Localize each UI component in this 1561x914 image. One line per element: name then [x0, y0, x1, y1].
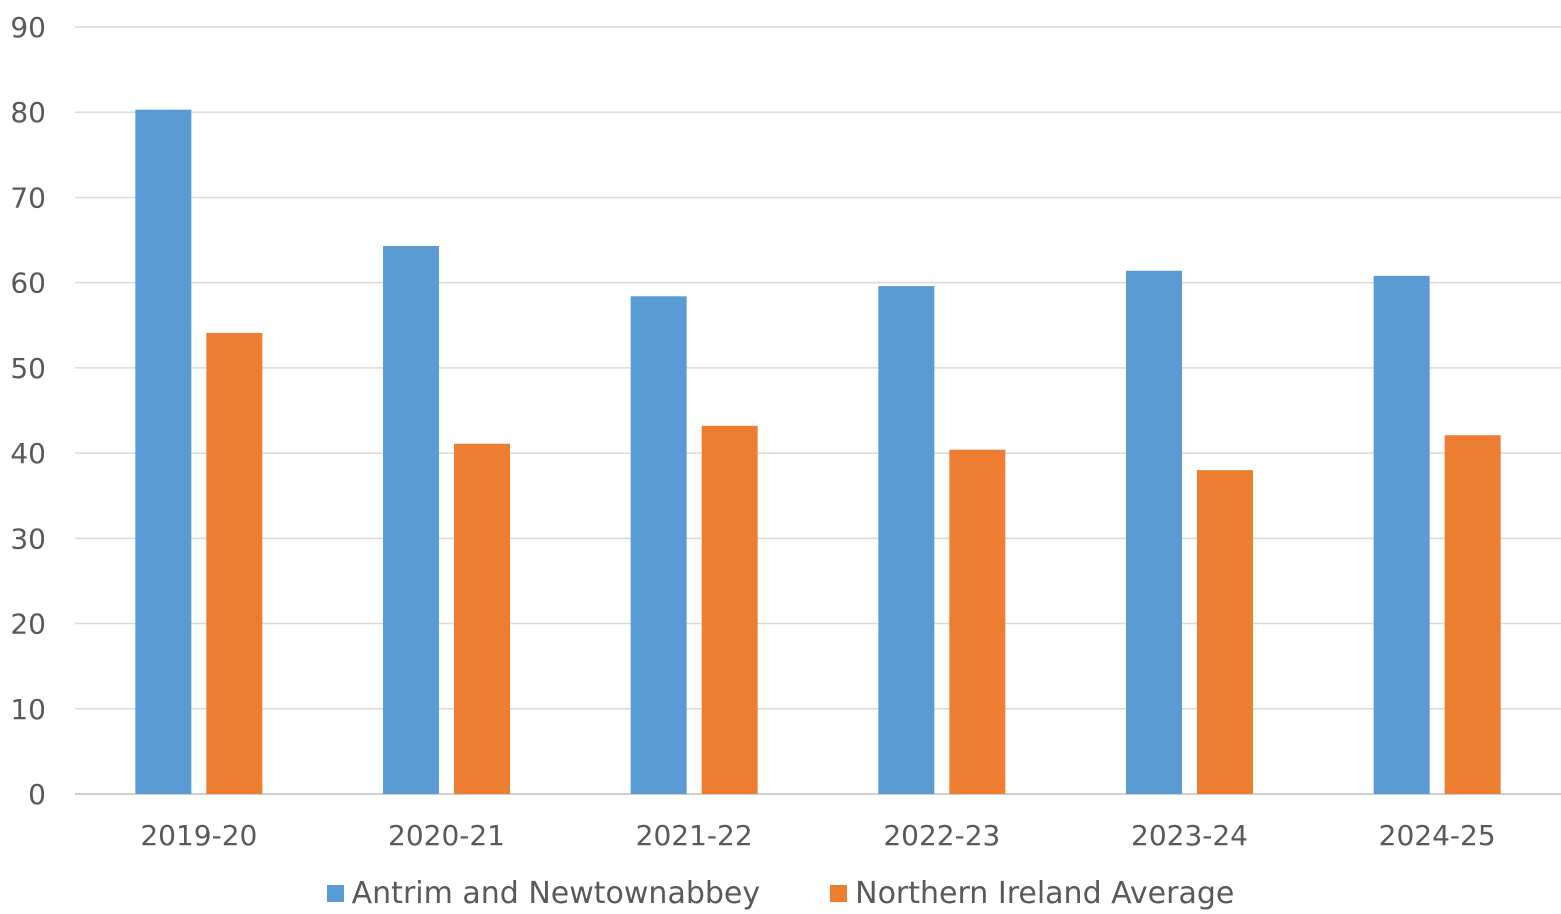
y-tick-label: 60: [10, 267, 46, 300]
bar-ni-average-2023-24[interactable]: [1197, 470, 1253, 794]
legend-swatch-series-2: [830, 884, 848, 902]
bar-antrim-2021-22[interactable]: [630, 296, 687, 794]
legend-item-series-1[interactable]: Antrim and Newtownabbey: [326, 875, 761, 911]
x-tick-label: 2020-21: [388, 819, 505, 852]
bar-ni-average-2021-22[interactable]: [701, 425, 758, 794]
bar-antrim-2019-20[interactable]: [135, 109, 192, 795]
y-tick-label: 50: [10, 352, 46, 385]
bars: [135, 109, 1501, 795]
y-tick-label: 30: [10, 522, 46, 555]
bar-antrim-2023-24[interactable]: [1126, 270, 1182, 794]
x-tick-label: 2019-20: [140, 819, 257, 852]
x-tick-label: 2024-25: [1379, 819, 1496, 852]
bar-antrim-2020-21[interactable]: [383, 246, 439, 794]
y-tick-label: 10: [10, 693, 46, 726]
gridlines: [75, 26, 1561, 795]
y-tick-label: 80: [10, 96, 46, 129]
y-tick-label: 40: [10, 437, 46, 470]
bar-antrim-2022-23[interactable]: [878, 286, 935, 794]
x-axis-tick-labels: 2019-20 2020-21 2021-22 2022-23 2023-24 2024-…: [140, 819, 1495, 852]
y-tick-label: 70: [10, 181, 46, 214]
bar-ni-average-2022-23[interactable]: [949, 449, 1006, 794]
legend: Antrim and Newtownabbey Northern Ireland…: [0, 872, 1561, 914]
x-tick-label: 2022-23: [883, 819, 1000, 852]
bar-ni-average-2019-20[interactable]: [206, 332, 263, 794]
legend-label-series-2: Northern Ireland Average: [855, 875, 1235, 911]
y-axis-tick-labels: 0 10 20 30 40 50 60 70 80 90: [10, 11, 46, 811]
bar-antrim-2024-25[interactable]: [1373, 275, 1430, 794]
legend-item-series-2[interactable]: Northern Ireland Average: [830, 876, 1234, 911]
legend-label-series-1: Antrim and Newtownabbey: [351, 875, 761, 911]
x-tick-label: 2021-22: [636, 819, 753, 852]
y-tick-label: 90: [10, 11, 46, 44]
legend-swatch-series-1: [326, 884, 344, 902]
bar-ni-average-2020-21[interactable]: [454, 443, 510, 794]
bar-ni-average-2024-25[interactable]: [1444, 435, 1501, 794]
x-tick-label: 2023-24: [1131, 819, 1248, 852]
y-tick-label: 0: [28, 778, 46, 811]
y-tick-label: 20: [10, 608, 46, 641]
